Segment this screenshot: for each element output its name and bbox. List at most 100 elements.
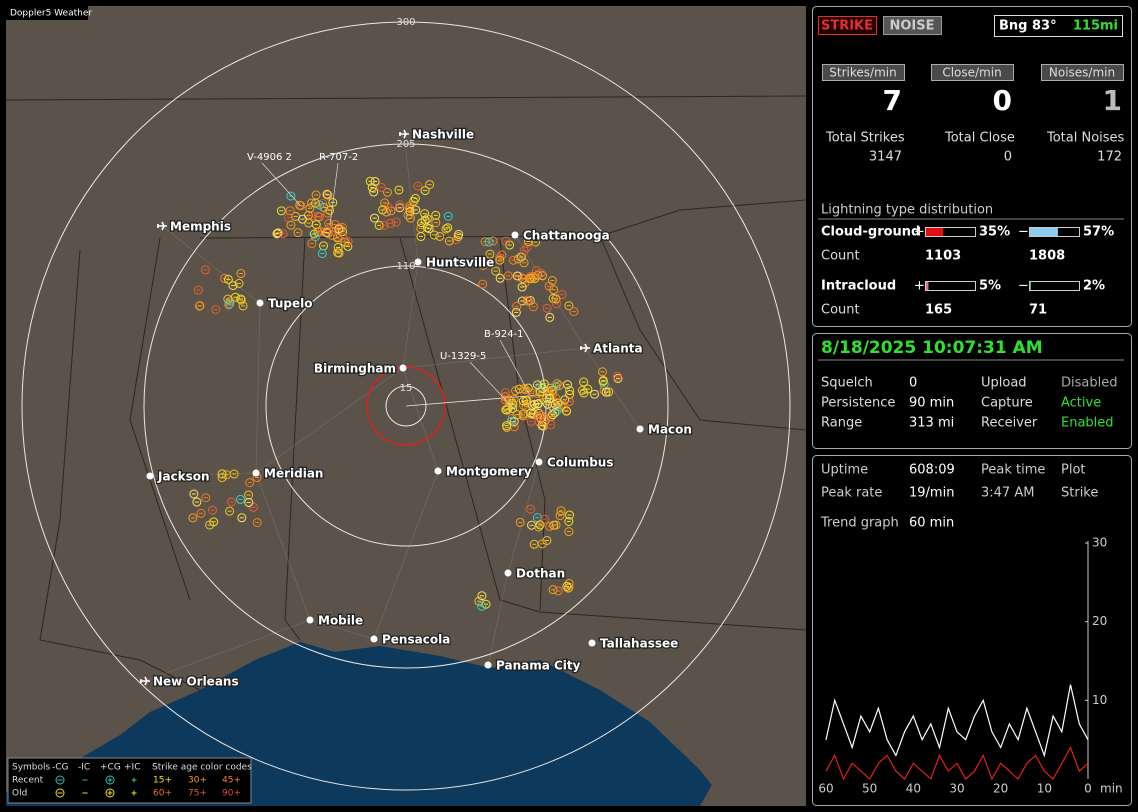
strike-symbol [285,206,295,216]
city-dot [252,469,260,477]
city-dot [146,472,154,480]
strike-symbol [553,586,563,596]
strike-symbol [225,299,235,309]
total-label: Total Close [944,131,1015,146]
strike-symbol [552,405,562,415]
strike-symbol [563,380,573,390]
strike-symbol [539,379,549,389]
legend-header: Symbols [12,763,51,773]
rate-button[interactable] [822,64,905,81]
city-dot [306,616,314,624]
strike-symbol [478,260,488,270]
percent-label: 57% [1083,225,1114,240]
total-label: Total Noises [1046,131,1125,146]
strike-symbol [542,393,552,403]
legend-header: Strike age color codes [152,763,252,773]
strike-symbol [548,398,558,408]
legend-row-label: Old [12,789,27,799]
stat-text: 608:09 [909,463,955,478]
strike-symbol [565,386,575,396]
strike-symbol [328,197,338,207]
strike-symbol [429,230,439,240]
strike-symbol [451,235,461,245]
strike-symbol [562,406,572,416]
strike-symbol [563,583,573,593]
strike-symbol [223,274,233,284]
strike-symbol [315,200,325,210]
percent-label: 5% [979,279,1001,294]
strike-symbol [536,410,546,420]
map-title: Doppler5 Weather [10,9,92,19]
strike-button-label[interactable]: STRIKE [821,19,873,34]
rate-button-label[interactable]: Strikes/min [829,66,896,80]
range-labels: 300 205 110 15 [396,17,415,394]
x-tick-label: 20 [993,782,1008,796]
rate-button-label[interactable]: Close/min [942,66,1001,80]
strike-button[interactable] [818,16,877,35]
range-ring [143,143,669,669]
rate-button-label[interactable]: Noises/min [1049,66,1115,80]
strike-symbol [502,421,512,431]
city-dot [588,639,596,647]
strike-symbol [322,189,332,199]
trend-line [825,684,1089,758]
strike-symbol [515,517,525,527]
x-tick-label: 10 [1037,782,1052,796]
legend-age: 75+ [188,789,207,799]
range-label: 300 [396,17,415,28]
radar-map[interactable]: Nashville Memphis Chattanooga Huntsville Tup… [5,6,807,806]
florida-land [700,660,806,806]
strike-symbol [556,506,566,516]
strike-symbol [534,522,544,532]
strike-symbol [555,511,565,521]
range-label: 110 [396,261,415,272]
strike-symbol [478,279,488,289]
strike-symbol [491,266,501,276]
strike-symbol [542,535,552,545]
trend-line [825,746,1089,781]
strike-symbol [547,276,557,286]
strike-symbol [443,211,453,221]
count-label: Count [821,303,860,318]
strike-label: V-4906 2 [247,152,292,163]
city-dot [414,258,422,266]
rate-button[interactable] [931,64,1014,81]
strike-symbol [508,255,518,265]
total-value: 3147 [869,150,902,165]
strike-symbol [477,591,487,601]
range-ring [265,265,547,547]
noise-button[interactable] [883,16,942,35]
strike-symbol [379,220,389,230]
strike-symbol [236,269,246,279]
strike-symbol [334,248,344,258]
rate-value: 7 [883,84,902,117]
strike-symbol [519,246,529,256]
panel-box [812,455,1132,806]
strike-symbol [441,224,451,234]
city-dot [484,661,492,669]
strike-symbol [601,387,611,397]
strike-symbol [273,228,283,238]
noise-button-label[interactable]: NOISE [889,19,934,34]
strike-symbol [234,278,244,288]
city-label: Tallahassee [600,637,678,651]
strike-symbol [548,388,558,398]
city-label: Pensacola [382,633,450,647]
strike-symbol [403,210,413,220]
stat-text: Peak time [981,463,1045,478]
strike-symbol [564,397,574,407]
strike-symbol [502,405,512,415]
city-dot [504,569,512,577]
strike-symbols [188,176,623,611]
range-rings [21,21,791,791]
city-label: Columbus [547,456,614,470]
strike-symbol [293,228,303,238]
strike-labels: V-4906 2 R-707-2 B-924-1 U-1329-5 [247,152,531,411]
percent-label: 35% [979,225,1010,240]
strike-symbol [245,478,255,488]
rate-button[interactable] [1041,64,1124,81]
strike-symbol [405,203,415,213]
total-value: 0 [1004,150,1012,165]
airport-icon [580,343,590,353]
